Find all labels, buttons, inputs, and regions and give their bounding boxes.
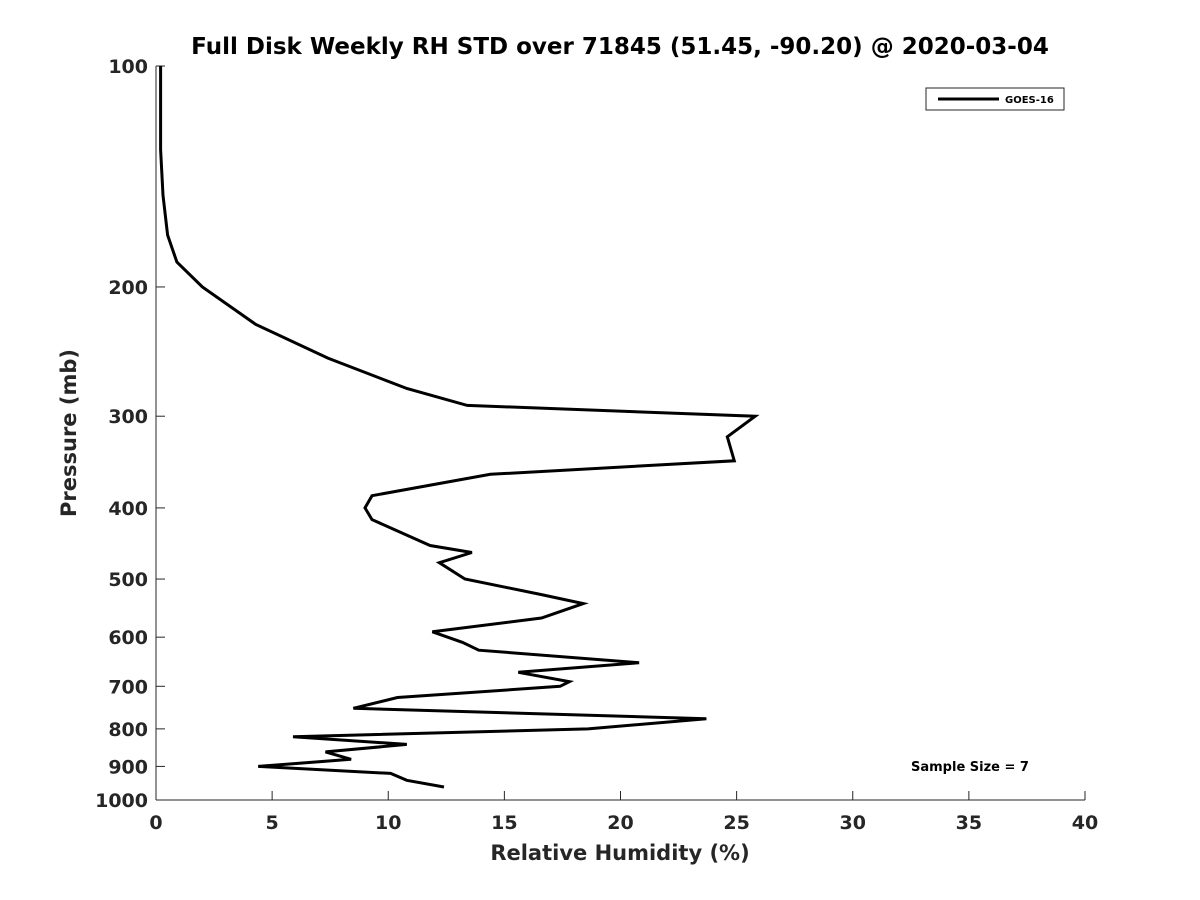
x-tick-label: 5	[266, 812, 279, 834]
x-tick-label: 20	[607, 812, 633, 834]
x-axis-label: Relative Humidity (%)	[490, 841, 749, 865]
x-ticks: 0 5 10 15 20 25 30 35 40	[149, 791, 1098, 834]
y-tick-label: 700	[108, 676, 148, 698]
y-tick-label: 400	[108, 498, 148, 520]
legend: GOES-16	[925, 87, 1065, 111]
legend-label-goes-16: GOES-16	[1005, 95, 1054, 106]
x-tick-label: 0	[149, 812, 162, 834]
x-tick-label: 15	[491, 812, 517, 834]
y-ticks: 100 200 300 400 500 600 700 800 900 1000	[95, 56, 165, 812]
x-tick-label: 25	[723, 812, 749, 834]
y-tick-label: 100	[108, 56, 148, 78]
y-tick-label: 300	[108, 406, 148, 428]
y-axis-label: Pressure (mb)	[57, 349, 81, 517]
y-tick-label: 600	[108, 627, 148, 649]
y-tick-label: 900	[108, 756, 148, 778]
y-tick-label: 1000	[95, 790, 148, 812]
x-tick-label: 10	[375, 812, 401, 834]
sample-size-annotation: Sample Size = 7	[911, 760, 1029, 775]
x-tick-label: 35	[956, 812, 982, 834]
y-tick-label: 200	[108, 277, 148, 299]
y-tick-label: 500	[108, 569, 148, 591]
x-tick-label: 40	[1072, 812, 1098, 834]
series-line-goes-16	[159, 66, 760, 789]
plot-area: 0 5 10 15 20 25 30 35 40 100 200 300 400 500 600 700 80…	[95, 56, 1098, 834]
chart-title: Full Disk Weekly RH STD over 71845 (51.4…	[191, 34, 1049, 60]
y-tick-label: 800	[108, 719, 148, 741]
x-tick-label: 30	[840, 812, 866, 834]
